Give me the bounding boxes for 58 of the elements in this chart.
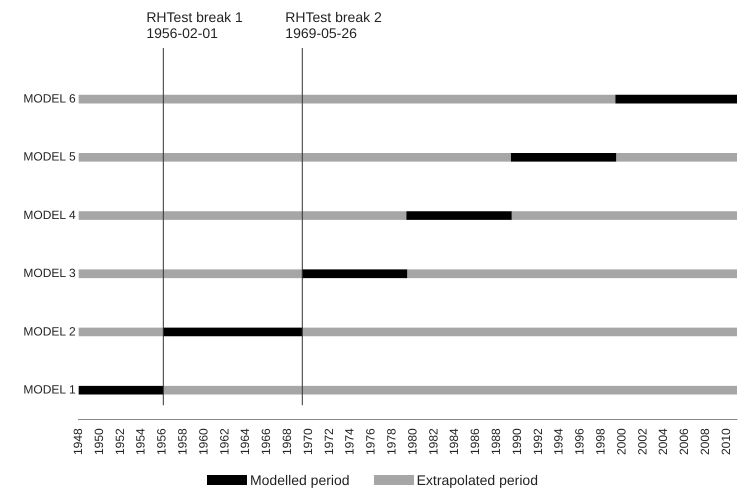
x-tick-label: 1950 (92, 428, 106, 456)
x-tick-label: 1992 (530, 428, 545, 456)
y-tick-label: MODEL 3 (23, 266, 76, 280)
x-tick-label: 1952 (112, 428, 127, 456)
x-tick-label: 1998 (593, 428, 608, 456)
x-tick-label: 1980 (405, 428, 420, 456)
bar (78, 152, 512, 162)
x-tick-label: 2006 (677, 428, 692, 456)
bar (78, 94, 616, 104)
x-tick-label: 1984 (447, 428, 462, 456)
x-tick-label: 1968 (280, 428, 294, 456)
bar (78, 328, 164, 336)
x-tick-label: 1964 (238, 428, 252, 456)
x-tick-label: 1994 (552, 428, 566, 456)
bar (162, 328, 303, 336)
x-tick-label: 1954 (134, 428, 148, 456)
x-tick-label: 2000 (614, 428, 628, 456)
ref-line-label: RHTest break 1 1956-02-01 (146, 9, 244, 41)
x-tick-label: 1958 (175, 428, 190, 456)
x-tick-label: 1960 (196, 428, 210, 456)
bar (302, 328, 737, 336)
x-tick-label: 2010 (718, 428, 733, 456)
legend-label: Modelled period (250, 472, 350, 488)
x-tick-label: 1970 (300, 428, 315, 456)
bar (78, 269, 303, 278)
y-tick-label: MODEL 1 (23, 382, 76, 397)
bar (510, 211, 737, 220)
bar (615, 94, 737, 104)
bar (78, 211, 408, 220)
x-tick-label: 2008 (698, 428, 712, 456)
bar (162, 386, 737, 395)
x-tick-label: 1990 (510, 428, 524, 456)
x-tick-label: 1962 (217, 428, 232, 456)
legend-label: Extrapolated period (416, 472, 538, 488)
x-tick-label: 1974 (342, 428, 357, 456)
bar (302, 269, 408, 278)
y-tick-label: MODEL 4 (23, 208, 76, 222)
bar (615, 152, 737, 162)
x-tick-label: 1988 (488, 428, 503, 456)
y-tick-label: MODEL 6 (23, 91, 76, 106)
ref-line-label: RHTest break 2 1969-05-26 (285, 9, 382, 41)
x-tick-label: 1956 (154, 428, 169, 456)
x-tick-label: 1978 (384, 428, 398, 456)
x-tick-label: 2002 (635, 428, 650, 456)
bar (406, 269, 737, 278)
y-tick-label: MODEL 2 (23, 324, 76, 338)
x-tick-label: 1976 (364, 428, 378, 456)
x-tick-label: 1966 (259, 428, 274, 456)
x-tick-label: 2004 (656, 428, 670, 456)
x-tick-label: 1986 (468, 428, 482, 456)
x-tick-label: 1972 (322, 428, 336, 456)
bar (78, 386, 164, 395)
x-tick-label: 1996 (572, 428, 587, 456)
bar (406, 211, 512, 220)
x-tick-label: 1948 (70, 428, 85, 456)
bar (510, 152, 616, 162)
y-tick-label: MODEL 5 (23, 150, 76, 164)
x-tick-label: 1982 (426, 428, 440, 456)
